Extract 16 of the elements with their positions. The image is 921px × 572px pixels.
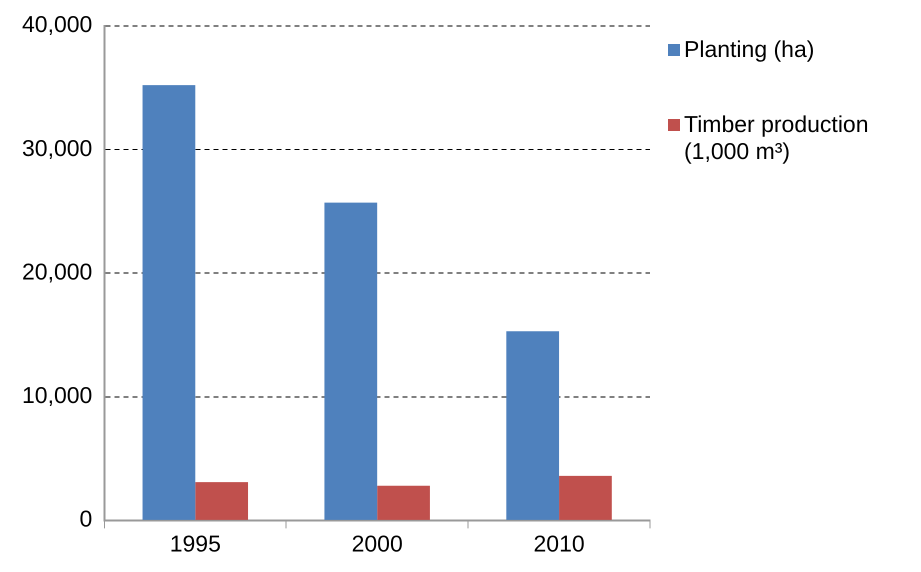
bar	[324, 202, 378, 520]
x-tick-label: 1995	[170, 530, 221, 557]
y-tick-label: 40,000	[22, 11, 92, 38]
bar	[142, 85, 196, 520]
bar	[377, 486, 430, 520]
x-tick-label: 2000	[352, 530, 403, 557]
bar	[506, 331, 560, 520]
legend-label: Timber production (1,000 m³)	[684, 111, 870, 165]
y-tick-label: 10,000	[22, 382, 92, 408]
y-tick-label: 30,000	[22, 134, 92, 161]
legend-label: Planting (ha)	[684, 36, 814, 63]
x-tick-label: 2010	[533, 530, 585, 557]
y-tick-label: 20,000	[22, 258, 92, 284]
bar	[195, 482, 248, 520]
bar	[559, 476, 612, 520]
y-tick-label: 0	[80, 506, 92, 532]
